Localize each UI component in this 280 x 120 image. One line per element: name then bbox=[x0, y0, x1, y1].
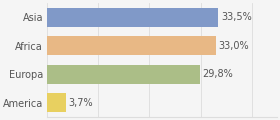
Text: 3,7%: 3,7% bbox=[69, 98, 93, 108]
Text: 33,0%: 33,0% bbox=[218, 41, 249, 51]
Bar bbox=[47, 65, 200, 84]
Text: 29,8%: 29,8% bbox=[202, 69, 233, 79]
Bar bbox=[47, 36, 216, 55]
Text: 33,5%: 33,5% bbox=[221, 12, 252, 22]
Bar bbox=[47, 93, 66, 112]
Bar bbox=[47, 8, 218, 27]
